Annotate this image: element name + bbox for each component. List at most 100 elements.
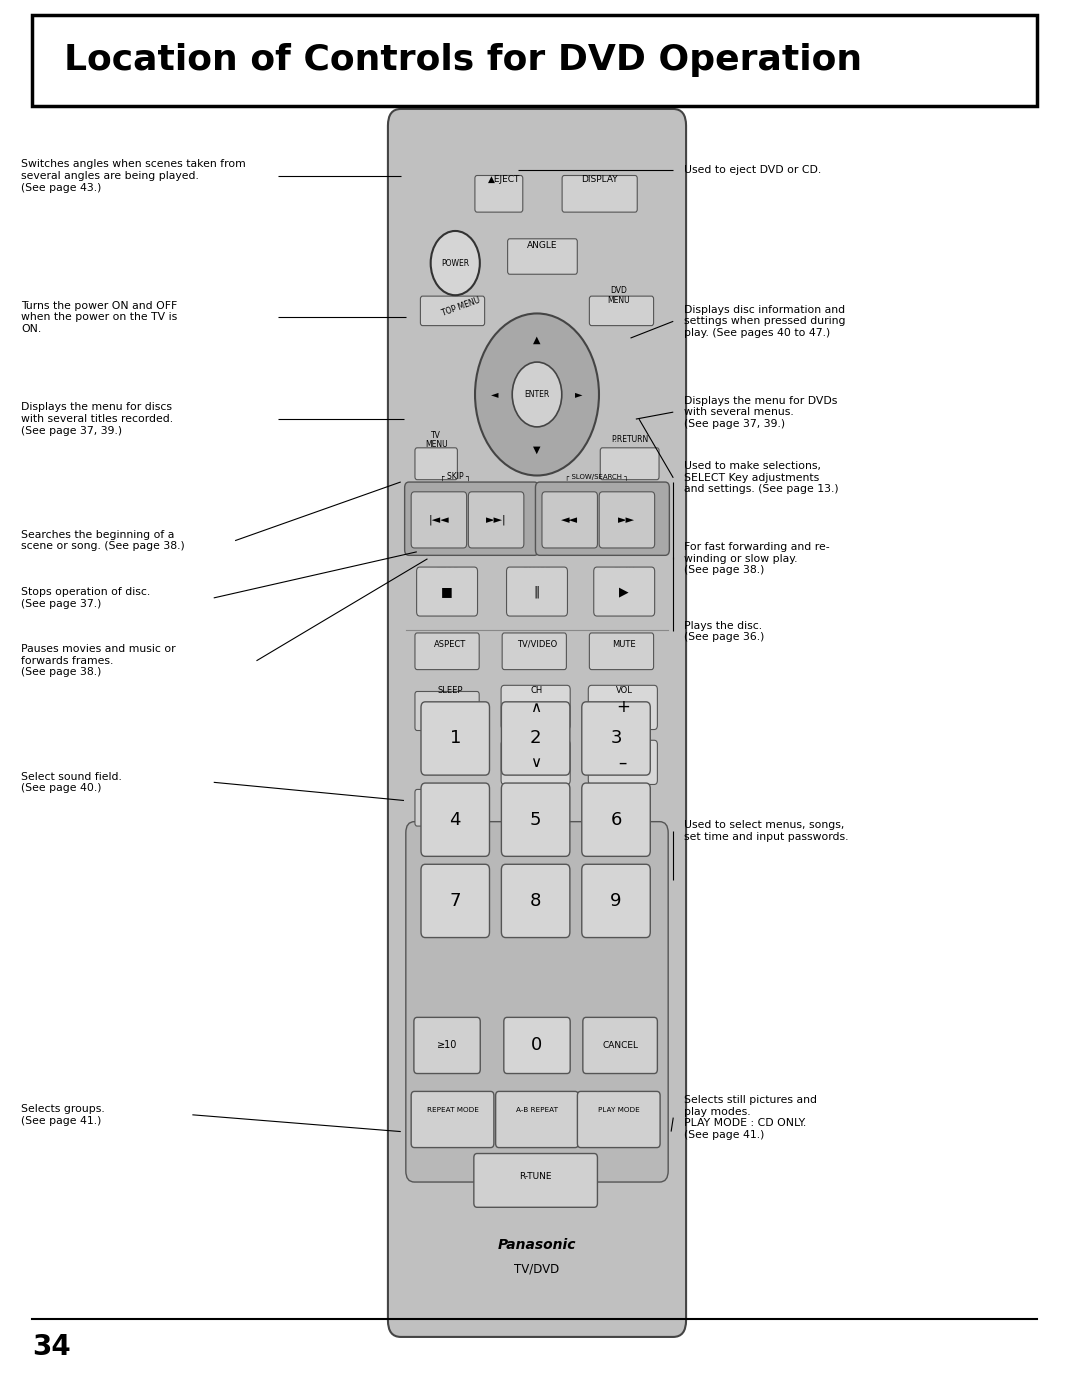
Text: Used to make selections,
SELECT Key adjustments
and settings. (See page 13.): Used to make selections, SELECT Key adju… [684, 461, 838, 495]
Circle shape [475, 313, 599, 475]
Text: ENTER: ENTER [525, 390, 550, 400]
Text: |◄◄: |◄◄ [429, 514, 449, 525]
FancyBboxPatch shape [508, 239, 578, 274]
FancyBboxPatch shape [415, 448, 458, 479]
FancyBboxPatch shape [542, 492, 597, 548]
FancyBboxPatch shape [501, 784, 570, 856]
FancyBboxPatch shape [582, 701, 650, 775]
FancyBboxPatch shape [589, 686, 658, 729]
FancyBboxPatch shape [562, 176, 637, 212]
Text: 5: 5 [530, 810, 541, 828]
Text: ‖: ‖ [534, 585, 540, 598]
Text: 9: 9 [610, 891, 622, 909]
Circle shape [512, 362, 562, 427]
Text: MUTE: MUTE [612, 640, 636, 648]
FancyBboxPatch shape [406, 821, 669, 1182]
Text: ▼: ▼ [534, 444, 541, 454]
FancyBboxPatch shape [420, 296, 485, 326]
Text: TV
MENU: TV MENU [424, 430, 447, 450]
Text: CH: CH [531, 686, 543, 696]
Text: TV/VIDEO: TV/VIDEO [517, 640, 557, 648]
Text: 4: 4 [449, 810, 461, 828]
Text: 1: 1 [449, 729, 461, 747]
Text: Turns the power ON and OFF
when the power on the TV is
ON.: Turns the power ON and OFF when the powe… [22, 300, 177, 334]
Text: 6: 6 [610, 810, 622, 828]
Text: SURROUND: SURROUND [436, 788, 485, 796]
Text: ►: ► [576, 390, 583, 400]
FancyBboxPatch shape [583, 1017, 658, 1073]
Text: DVD
MENU: DVD MENU [607, 285, 630, 305]
FancyBboxPatch shape [474, 1154, 597, 1207]
FancyBboxPatch shape [501, 865, 570, 937]
FancyBboxPatch shape [421, 865, 489, 937]
Text: ∨: ∨ [530, 754, 541, 770]
Text: PLAY MODE: PLAY MODE [598, 1106, 639, 1113]
Text: 0: 0 [531, 1037, 542, 1055]
Text: ▲: ▲ [534, 334, 541, 345]
FancyBboxPatch shape [589, 740, 658, 785]
FancyBboxPatch shape [32, 15, 1037, 106]
Text: ≥10: ≥10 [437, 1041, 457, 1051]
Text: ┌ SKIP ┐: ┌ SKIP ┐ [440, 472, 471, 482]
Text: POWER: POWER [442, 258, 470, 268]
Text: Selects still pictures and
play modes.
PLAY MODE : CD ONLY.
(See page 41.): Selects still pictures and play modes. P… [684, 1095, 816, 1140]
Text: ◄◄: ◄◄ [562, 515, 578, 525]
FancyBboxPatch shape [600, 448, 659, 479]
Text: R-TUNE: R-TUNE [519, 1172, 552, 1182]
FancyBboxPatch shape [415, 633, 480, 669]
FancyBboxPatch shape [503, 1017, 570, 1073]
Text: Used to eject DVD or CD.: Used to eject DVD or CD. [684, 165, 821, 176]
Text: Displays disc information and
settings when pressed during
play. (See pages 40 t: Displays disc information and settings w… [684, 305, 846, 338]
FancyBboxPatch shape [469, 492, 524, 548]
Text: ▲EJECT: ▲EJECT [488, 175, 521, 184]
FancyBboxPatch shape [590, 633, 653, 669]
FancyBboxPatch shape [421, 701, 489, 775]
Text: DISPLAY: DISPLAY [581, 175, 618, 184]
Text: ANGLE: ANGLE [527, 240, 557, 250]
Text: Pauses movies and music or
forwards frames.
(See page 38.): Pauses movies and music or forwards fram… [22, 644, 176, 678]
Text: REPEAT MODE: REPEAT MODE [427, 1106, 478, 1113]
FancyBboxPatch shape [599, 492, 654, 548]
FancyBboxPatch shape [417, 567, 477, 616]
FancyBboxPatch shape [590, 296, 653, 326]
FancyBboxPatch shape [496, 1091, 579, 1147]
Text: Stops operation of disc.
(See page 37.): Stops operation of disc. (See page 37.) [22, 587, 150, 609]
Text: Selects groups.
(See page 41.): Selects groups. (See page 41.) [22, 1104, 105, 1126]
Text: 34: 34 [32, 1333, 71, 1361]
Text: SLEEP: SLEEP [437, 686, 462, 696]
Text: +: + [616, 698, 630, 717]
FancyBboxPatch shape [415, 789, 480, 826]
Text: VOL: VOL [616, 686, 633, 696]
FancyBboxPatch shape [414, 1017, 481, 1073]
Text: 8: 8 [530, 891, 541, 909]
Text: Switches angles when scenes taken from
several angles are being played.
(See pag: Switches angles when scenes taken from s… [22, 159, 246, 193]
FancyBboxPatch shape [594, 567, 654, 616]
FancyBboxPatch shape [501, 701, 570, 775]
FancyBboxPatch shape [582, 865, 650, 937]
FancyBboxPatch shape [475, 176, 523, 212]
Text: Plays the disc.
(See page 36.): Plays the disc. (See page 36.) [684, 620, 765, 643]
Text: A-B REPEAT: A-B REPEAT [516, 1106, 558, 1113]
FancyBboxPatch shape [411, 1091, 494, 1147]
Text: Searches the beginning of a
scene or song. (See page 38.): Searches the beginning of a scene or son… [22, 529, 185, 552]
FancyBboxPatch shape [388, 109, 686, 1337]
Text: Location of Controls for DVD Operation: Location of Controls for DVD Operation [64, 43, 862, 77]
FancyBboxPatch shape [501, 686, 570, 729]
FancyBboxPatch shape [405, 482, 539, 556]
Text: STOP: STOP [435, 567, 459, 576]
Text: PLAY: PLAY [613, 567, 635, 576]
Text: Used to select menus, songs,
set time and input passwords.: Used to select menus, songs, set time an… [684, 820, 849, 842]
Text: ASPECT: ASPECT [434, 640, 465, 648]
FancyBboxPatch shape [421, 784, 489, 856]
Text: Displays the menu for discs
with several titles recorded.
(See page 37, 39.): Displays the menu for discs with several… [22, 402, 174, 436]
FancyBboxPatch shape [411, 492, 467, 548]
FancyBboxPatch shape [582, 784, 650, 856]
Text: ▶: ▶ [620, 585, 629, 598]
Text: PAUSE: PAUSE [523, 567, 552, 576]
FancyBboxPatch shape [501, 740, 570, 785]
Text: ∧: ∧ [530, 700, 541, 715]
Text: P.RETURN: P.RETURN [611, 436, 648, 444]
Text: Panasonic: Panasonic [498, 1238, 577, 1252]
Text: –: – [619, 753, 627, 771]
Text: 7: 7 [449, 891, 461, 909]
